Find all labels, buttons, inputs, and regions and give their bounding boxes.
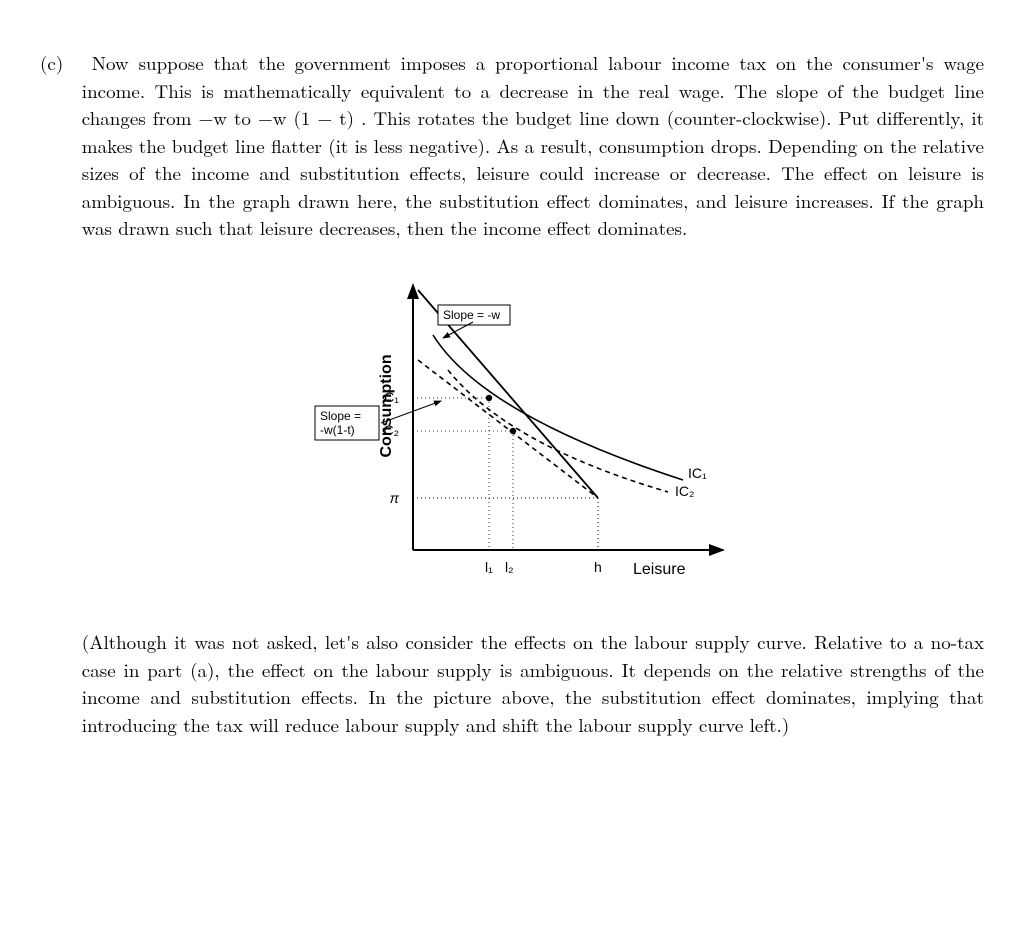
svg-text:π: π bbox=[390, 490, 400, 506]
svg-text:h: h bbox=[594, 559, 602, 575]
svg-text:Leisure: Leisure bbox=[633, 561, 686, 578]
svg-text:-w(1-t): -w(1-t) bbox=[320, 423, 355, 437]
paragraph-note: (Although it was not asked, let's also c… bbox=[82, 628, 984, 738]
svg-text:l₂: l₂ bbox=[505, 559, 514, 575]
part-label: (c) bbox=[40, 49, 82, 77]
svg-text:C₂: C₂ bbox=[383, 422, 399, 438]
paragraph-c: (c) Now suppose that the government impo… bbox=[82, 49, 984, 242]
svg-text:IC₂: IC₂ bbox=[675, 483, 694, 499]
svg-text:l₁: l₁ bbox=[485, 559, 493, 575]
svg-text:Slope =: Slope = bbox=[320, 409, 361, 423]
consumption-leisure-diagram: Consumption Leisure IC₁ IC₂ Slope = -w Slope … bbox=[82, 260, 984, 607]
svg-text:Consumption: Consumption bbox=[378, 354, 395, 457]
svg-text:Slope = -w: Slope = -w bbox=[443, 308, 500, 322]
para1-text: Now suppose that the government imposes … bbox=[82, 49, 984, 241]
para2-text: (Although it was not asked, let's also c… bbox=[82, 628, 984, 738]
svg-text:C₁: C₁ bbox=[384, 389, 399, 405]
svg-text:IC₁: IC₁ bbox=[688, 465, 707, 481]
